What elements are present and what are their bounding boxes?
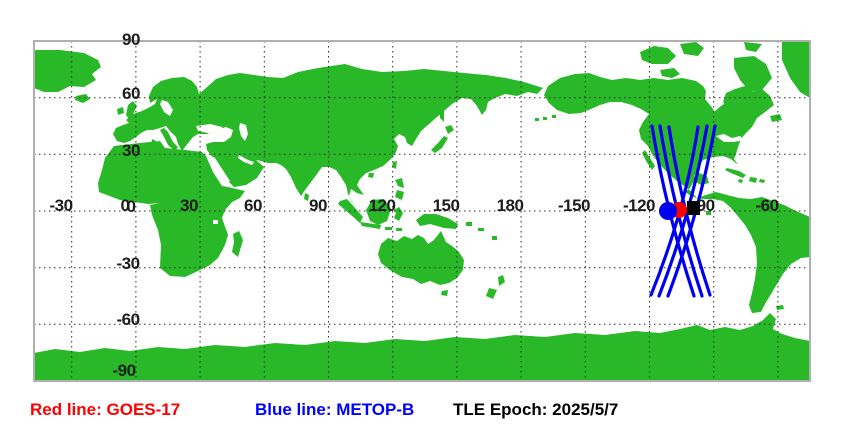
landmass-aleutians [535, 115, 556, 121]
lake-victoria [213, 220, 218, 224]
landmass-hispaniola [738, 177, 765, 183]
landmass-java [360, 222, 402, 231]
landmass-ireland [117, 107, 124, 115]
lon-label--60: -60 [755, 196, 779, 215]
landmass-new-zealand [486, 275, 505, 299]
landmass-hainan [368, 173, 374, 178]
lat-label--30: -30 [116, 254, 140, 273]
legend-goes17: Red line: GOES-17 [30, 400, 181, 419]
landmass-new-guinea [416, 214, 458, 229]
lon-label-120: 120 [368, 196, 396, 215]
lon-label--150: -150 [557, 196, 591, 215]
landmass-sicily-sardinia [151, 139, 174, 156]
landmass-africa [98, 141, 245, 277]
sea-caspian [239, 123, 248, 141]
landmass-galapagos [706, 211, 711, 215]
legend: Red line: GOES-17 Blue line: METOP-B TLE… [0, 398, 850, 425]
landmass-sakhalin [440, 107, 444, 122]
landmass-baffin [734, 56, 772, 92]
lat-label--90: -90 [112, 361, 136, 380]
landmass-greenland-east [34, 50, 101, 92]
inland-seas [160, 90, 744, 224]
lon-label-180: 180 [496, 196, 524, 215]
landmass-crete [183, 157, 192, 160]
landmass-pacific-islands [466, 222, 497, 240]
metop-b-marker [659, 202, 677, 220]
landmass-sulawesi [394, 207, 403, 221]
landmass-japan [431, 125, 454, 153]
landmass-uk [126, 101, 137, 119]
landmass-australia [378, 231, 464, 285]
landmass-taiwan [392, 161, 397, 169]
sea-persian-gulf [238, 155, 254, 165]
map-border [33, 40, 811, 382]
sea-black [196, 124, 223, 133]
legend-metopb: Blue line: METOP-B [255, 400, 415, 419]
landmass-philippines [395, 178, 404, 200]
landmass-tasmania [441, 290, 448, 296]
grid-lines [34, 41, 810, 381]
landmass-north-america [544, 73, 774, 198]
landmass-newfoundland [770, 114, 782, 122]
landmass-madagascar [232, 231, 243, 257]
landmass-iceland [75, 94, 90, 103]
sea-baltic [160, 100, 173, 116]
landmass-south-america [697, 192, 810, 313]
landmass-borneo [366, 199, 391, 225]
lat-label--60: -60 [116, 310, 140, 329]
lon-label-90: 90 [309, 196, 327, 215]
lat-label-60: 60 [122, 84, 140, 103]
great-lakes [716, 134, 744, 142]
lon-label-0: 0 [120, 196, 130, 215]
legend-tle-epoch: TLE Epoch: 2025/5/7 [453, 400, 619, 419]
landmass-cuba [725, 168, 746, 178]
landmass-italy [160, 128, 178, 151]
lat-label-0: 0 [126, 197, 136, 216]
hudson-bay [705, 90, 724, 110]
landmass-sumatra [338, 199, 363, 223]
lon-label--120: -120 [622, 196, 656, 215]
landmass-sri-lanka [304, 193, 309, 201]
sea-red [211, 156, 230, 184]
landmass-greenland-west [782, 41, 810, 98]
lat-label-30: 30 [122, 141, 140, 160]
landmass-baja [642, 150, 655, 170]
lat-label-90: 90 [122, 30, 140, 49]
lon-label-150: 150 [432, 196, 460, 215]
epoch-marker [687, 201, 700, 215]
lon-label-60: 60 [244, 196, 262, 215]
lon-label--30: -30 [49, 196, 73, 215]
lon-label-30: 30 [180, 196, 198, 215]
landmass-arctic-islands [640, 42, 762, 78]
landmass-antarctica [34, 313, 810, 381]
